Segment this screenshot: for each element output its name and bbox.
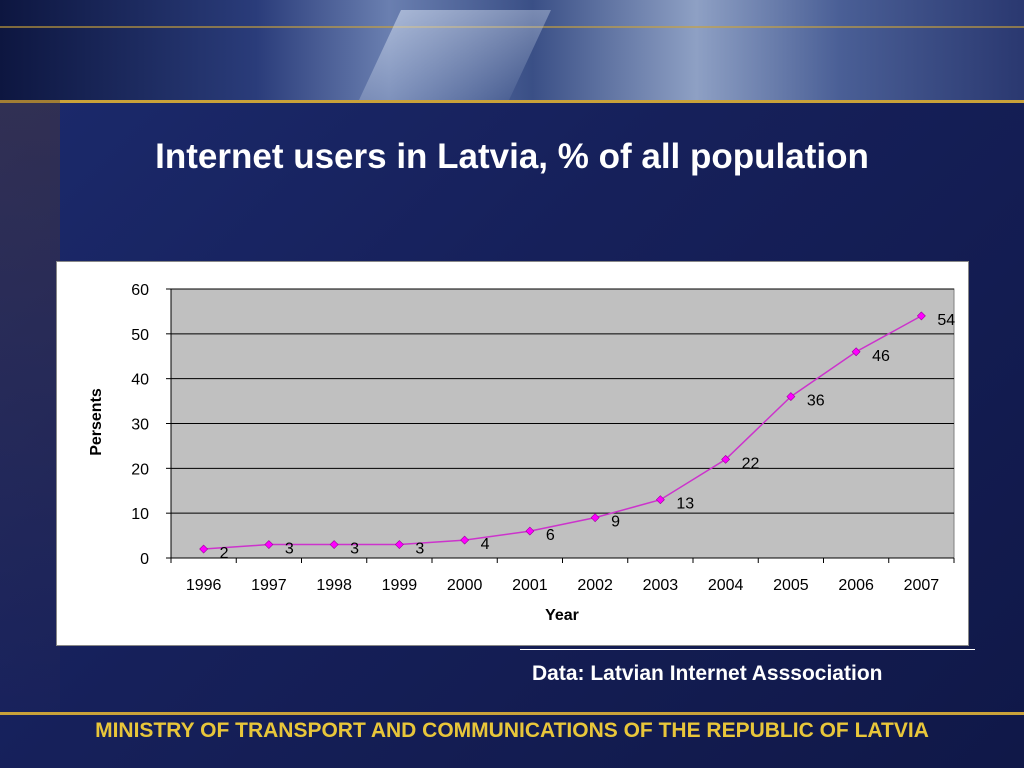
footer-divider: [0, 712, 1024, 715]
chart-container: 0 10 20 30 40 50 60 1996 1997 1998 1999 2000 2001 200…: [56, 261, 969, 646]
x-tick-label: 2002: [577, 577, 613, 594]
x-tick-label: 2007: [904, 577, 940, 594]
data-label: 3: [415, 541, 424, 558]
data-point-marker: [394, 540, 404, 549]
y-tick-label: 60: [131, 282, 149, 299]
footer-ministry-name: MINISTRY OF TRANSPORT AND COMMUNICATIONS…: [95, 719, 929, 742]
data-label: 6: [546, 527, 555, 544]
x-tick-label: 1998: [316, 577, 352, 594]
page-title: Internet users in Latvia, % of all popul…: [155, 137, 869, 176]
data-label: 3: [285, 541, 294, 558]
x-tick-label: 2004: [708, 577, 744, 594]
y-tick-label: 40: [131, 372, 149, 389]
data-point-marker: [721, 454, 731, 464]
x-tick-label: 2006: [838, 577, 874, 594]
x-tick-label: 2000: [447, 577, 483, 594]
data-label: 22: [742, 455, 760, 472]
data-point-marker: [525, 526, 535, 536]
data-point-marker: [786, 392, 796, 402]
data-source-note: Data: Latvian Internet Asssociation: [532, 662, 883, 685]
series-line: [203, 315, 922, 550]
source-divider: [520, 649, 975, 650]
x-tick-label: 2003: [643, 577, 679, 594]
data-label: 36: [807, 393, 825, 410]
data-point-marker: [264, 540, 274, 549]
data-point-marker: [329, 540, 339, 549]
y-tick-label: 20: [131, 461, 149, 478]
data-label: 3: [350, 541, 359, 558]
data-label: 9: [611, 514, 620, 531]
header-banner: [0, 0, 1024, 103]
x-tick-label: 2001: [512, 577, 548, 594]
y-tick-label: 0: [140, 551, 149, 568]
line-chart: 0 10 20 30 40 50 60 1996 1997 1998 1999 2000 2001 200…: [88, 282, 955, 624]
data-point-marker: [916, 311, 926, 321]
data-label: 2: [220, 545, 229, 562]
x-tick-label: 1996: [186, 577, 222, 594]
x-tick-label: 2005: [773, 577, 809, 594]
data-label: 4: [481, 536, 490, 553]
data-point-marker: [851, 347, 861, 357]
banner-highway-image: [359, 10, 551, 100]
y-tick-label: 30: [131, 417, 149, 434]
x-tick-label: 1997: [251, 577, 287, 594]
background-map-decoration: [0, 100, 60, 720]
data-point-marker: [655, 495, 665, 505]
data-label: 54: [937, 312, 955, 329]
data-label: 46: [872, 348, 890, 365]
y-tick-label: 10: [131, 506, 149, 523]
x-tick-label: 1999: [382, 577, 418, 594]
y-tick-label: 50: [131, 327, 149, 344]
y-axis-title: Persents: [88, 388, 105, 456]
data-point-marker: [590, 513, 600, 523]
data-point-marker: [199, 544, 209, 554]
data-point-marker: [460, 535, 470, 545]
data-label: 13: [676, 496, 694, 513]
x-axis-title: Year: [545, 607, 579, 624]
